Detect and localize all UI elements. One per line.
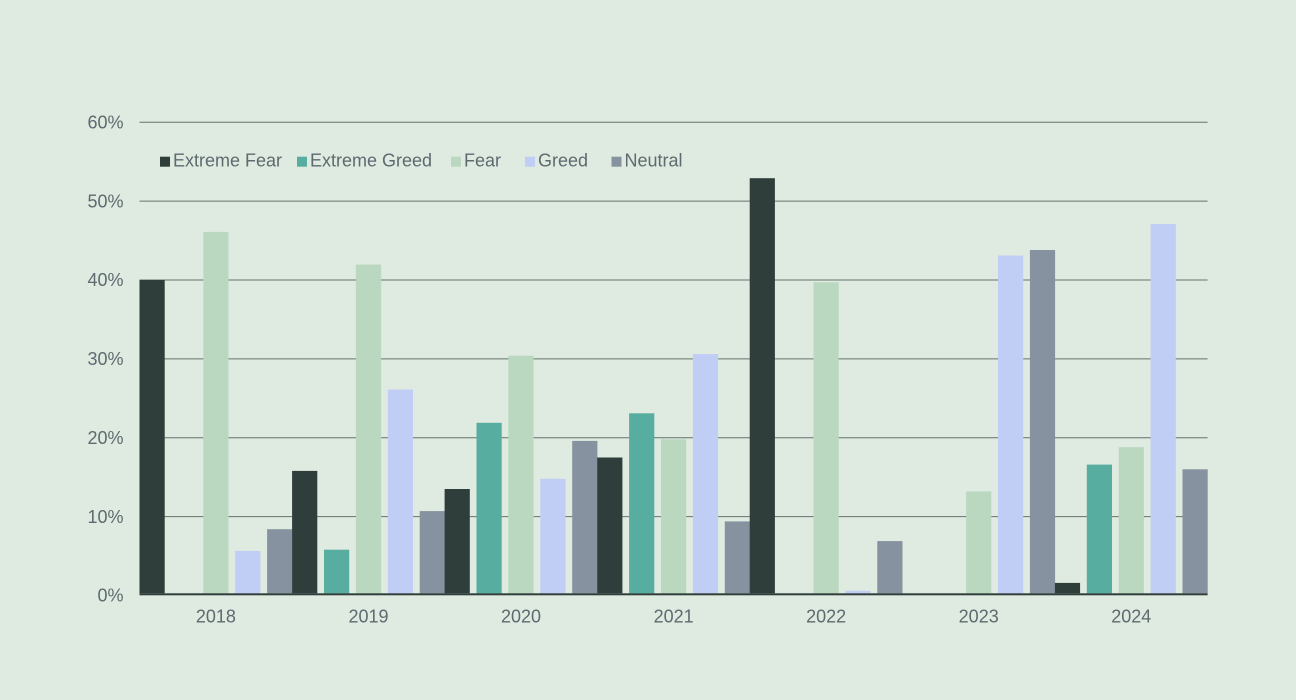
svg-text:2020: 2020 — [501, 607, 541, 627]
svg-text:Greed: Greed — [538, 150, 588, 170]
svg-text:2018: 2018 — [196, 607, 236, 627]
svg-text:40%: 40% — [87, 270, 123, 290]
svg-text:50%: 50% — [87, 191, 123, 211]
svg-text:20%: 20% — [87, 428, 123, 448]
svg-text:2021: 2021 — [654, 607, 694, 627]
svg-text:60%: 60% — [87, 112, 123, 132]
svg-text:Extreme Greed: Extreme Greed — [310, 150, 432, 170]
svg-text:30%: 30% — [87, 349, 123, 369]
svg-text:Fear: Fear — [464, 150, 501, 170]
svg-text:2023: 2023 — [959, 607, 999, 627]
svg-text:Neutral: Neutral — [625, 150, 683, 170]
svg-text:0%: 0% — [97, 586, 123, 606]
svg-text:2024: 2024 — [1111, 607, 1151, 627]
svg-text:2019: 2019 — [348, 607, 388, 627]
svg-text:Extreme Fear: Extreme Fear — [173, 150, 282, 170]
svg-text:2022: 2022 — [806, 607, 846, 627]
svg-text:10%: 10% — [87, 507, 123, 527]
